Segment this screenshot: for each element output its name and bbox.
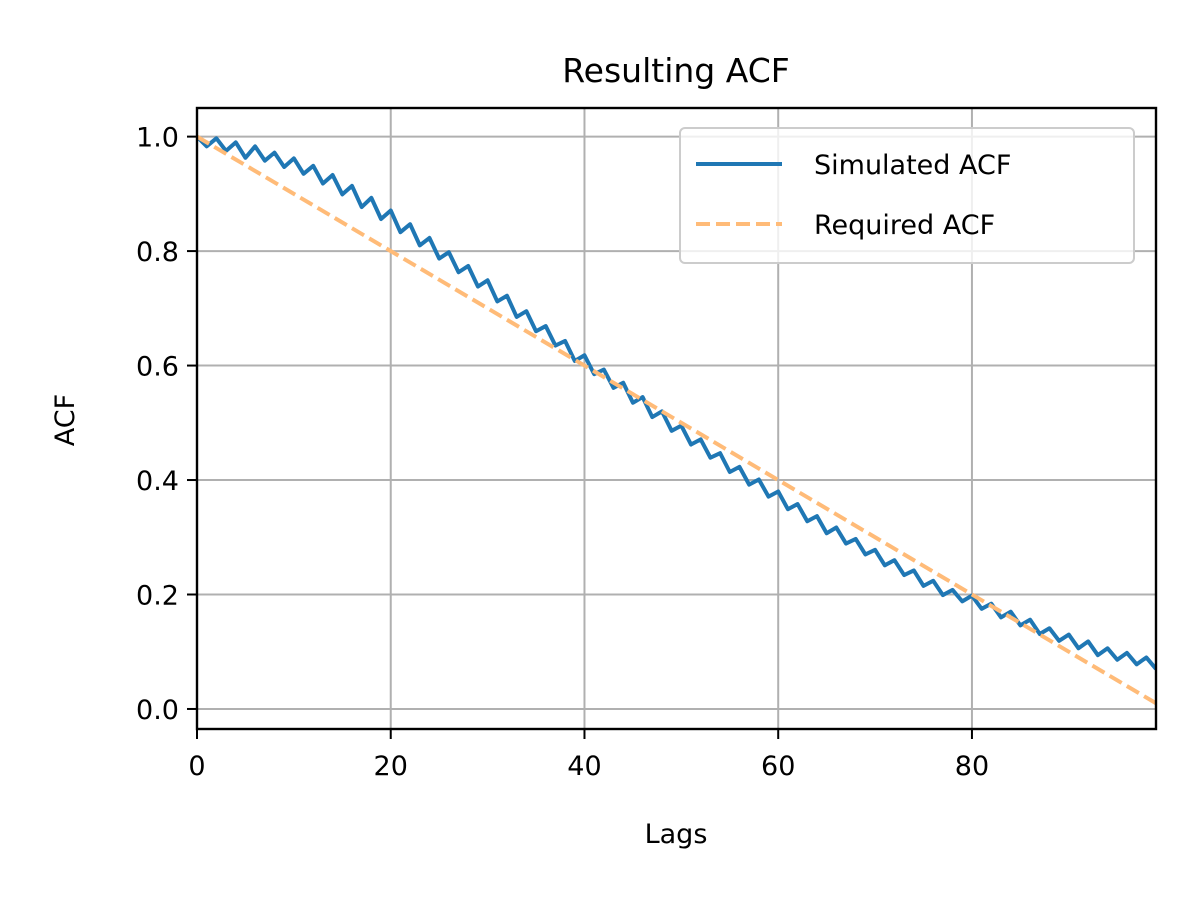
y-axis-label: ACF [50,394,81,446]
x-tick-label: 40 [567,751,601,782]
y-tick-label: 1.0 [136,123,179,154]
series-layer [197,134,1156,705]
legend-box [679,127,1135,264]
x-tick-label: 0 [188,751,205,782]
y-tick-label: 0.8 [136,237,179,268]
y-axis-ticks: 0.0 0.2 0.4 0.6 0.8 1.0 [136,123,197,726]
plot-frame [195,106,1158,731]
legend-label-simulated: Simulated ACF [814,150,1011,181]
y-tick-label: 0.4 [136,466,179,497]
legend: Simulated ACF Required ACF [679,127,1135,264]
x-axis-label: Lags [645,819,708,850]
x-axis-ticks: 0 20 40 60 80 [188,729,989,782]
x-tick-label: 60 [761,751,795,782]
chart-title: Resulting ACF [562,51,790,90]
y-tick-label: 0.0 [136,695,179,726]
y-tick-label: 0.6 [136,352,179,383]
x-tick-label: 80 [955,751,989,782]
series-required-acf [197,134,1156,705]
x-tick-label: 20 [374,751,408,782]
y-tick-label: 0.2 [136,580,179,611]
legend-label-required: Required ACF [814,210,995,241]
